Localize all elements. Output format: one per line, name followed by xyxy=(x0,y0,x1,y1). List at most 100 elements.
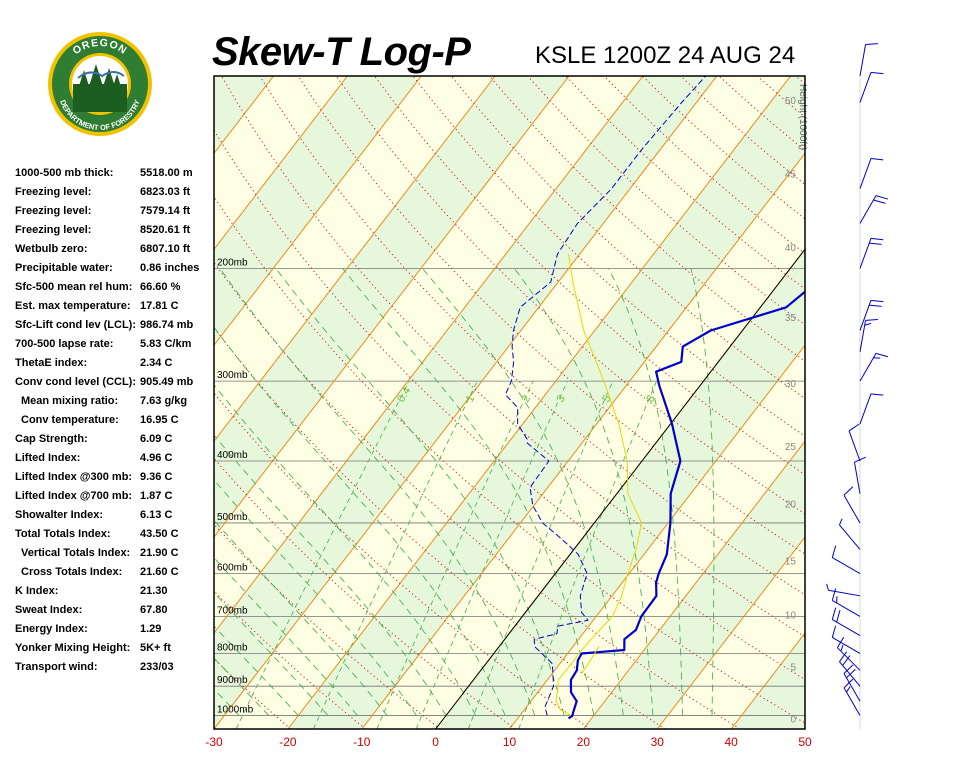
index-row: Mean mixing ratio: 7.63 g/kg xyxy=(15,395,215,414)
index-label: Freezing level: xyxy=(15,186,92,198)
temperature-tick-label: 10 xyxy=(503,735,517,749)
dry-adiabat-line xyxy=(489,76,805,362)
pressure-label: 500mb xyxy=(217,512,248,523)
wind-barb xyxy=(848,430,861,462)
isotherm-line xyxy=(287,76,792,729)
index-label: Lifted Index @300 mb: xyxy=(15,471,133,483)
wind-barb-flag xyxy=(846,668,856,679)
index-value: 66.60 % xyxy=(140,281,181,293)
plot-frame xyxy=(213,75,806,730)
index-value: 6823.03 ft xyxy=(140,186,191,198)
wind-barb-flag xyxy=(839,651,848,662)
wind-barb-flag xyxy=(870,237,884,241)
axis-labels: 200mb 300mb 400mb 500mb 600mb 700mb 800mb 900mb… xyxy=(205,84,812,749)
dry-adiabat-line xyxy=(214,726,216,729)
wind-barb-flag xyxy=(870,393,884,396)
index-label: Precipitable water: xyxy=(15,262,113,274)
height-tick-label: 10 xyxy=(785,610,797,621)
isotherm-line xyxy=(214,76,348,251)
wind-barb-flag xyxy=(838,518,843,526)
dry-adiabat-line xyxy=(795,76,805,85)
wind-barb-flag xyxy=(840,644,844,652)
wind-barb-flag xyxy=(869,242,882,245)
dry-adiabat-line xyxy=(910,76,960,729)
index-row: K Index: 21.30 xyxy=(15,585,215,604)
dry-adiabat-line xyxy=(214,326,666,729)
isotherm-line xyxy=(214,76,570,538)
index-label: Est. max temperature: xyxy=(15,300,131,312)
wind-barb-flag xyxy=(831,625,837,638)
parcel-trace xyxy=(555,254,643,716)
isotherm-line xyxy=(0,76,200,729)
wind-barb xyxy=(859,72,872,103)
index-label: K Index: xyxy=(15,585,59,597)
index-label: Cross Totals Index: xyxy=(21,566,123,578)
wind-barb xyxy=(859,195,877,224)
temperature-band xyxy=(0,76,200,729)
index-label: 700-500 lapse rate: xyxy=(15,338,114,350)
index-value: 1.29 xyxy=(140,623,162,635)
wind-barb-flag xyxy=(865,318,878,321)
wind-barb xyxy=(859,44,867,77)
moist-adiabat-line xyxy=(214,592,329,716)
wind-barb-flag xyxy=(870,158,884,161)
index-row: Lifted Index @300 mb: 9.36 C xyxy=(15,471,215,490)
height-tick-label: 15 xyxy=(785,556,797,567)
index-label: Showalter Index: xyxy=(15,509,104,521)
index-value: 233/03 xyxy=(140,661,174,673)
index-label: ThetaE index: xyxy=(15,357,88,369)
mixing-ratio-line xyxy=(467,380,614,729)
temperature-tick-label: -10 xyxy=(353,735,371,749)
height-tick-label: 35 xyxy=(785,313,797,324)
mixing-ratio-line xyxy=(376,380,534,729)
isotherm-line xyxy=(214,76,644,634)
index-row: Conv temperature: 16.95 C xyxy=(15,414,215,433)
moist-adiabat-line xyxy=(214,688,240,716)
wind-barb-flag xyxy=(836,610,841,623)
pressure-label: 300mb xyxy=(217,370,248,381)
pressure-label: 400mb xyxy=(217,450,248,461)
index-label: Cap Strength: xyxy=(15,433,88,445)
stability-indices-panel: 1000-500 mb thick: 5518.00 m Freezing leve… xyxy=(15,167,215,680)
index-row: Yonker Mixing Height: 5K+ ft xyxy=(15,642,215,661)
temperature-tick-label: 20 xyxy=(577,735,591,749)
index-value: 8520.61 ft xyxy=(140,224,191,236)
index-value: 21.60 C xyxy=(140,566,179,578)
height-tick-label: 25 xyxy=(785,442,797,453)
mixing-ratio-line xyxy=(312,380,478,729)
index-value: 17.81 C xyxy=(140,300,179,312)
mixing-ratio-label: 1 xyxy=(464,393,477,404)
index-row: Est. max temperature: 17.81 C xyxy=(15,300,215,319)
moist-adiabat-line xyxy=(214,625,299,716)
wind-barb xyxy=(843,687,861,716)
dry-adiabat-line xyxy=(214,129,805,680)
dry-adiabat-line xyxy=(214,261,741,729)
moist-adiabat-line xyxy=(0,269,180,716)
temperature-tick-label: 50 xyxy=(798,735,812,749)
dry-adiabat-line xyxy=(214,657,291,729)
index-row: Cap Strength: 6.09 C xyxy=(15,433,215,452)
index-row: Freezing level: 6823.03 ft xyxy=(15,186,215,205)
wind-barb xyxy=(839,524,861,550)
height-tick-label: 5 xyxy=(790,662,796,673)
temperature-tick-label: 30 xyxy=(651,735,665,749)
index-value: 67.80 xyxy=(140,604,168,616)
wind-barb xyxy=(843,494,861,524)
index-row: Sweat Index: 67.80 xyxy=(15,604,215,623)
index-value: 986.74 mb xyxy=(140,319,194,331)
isotherm-line xyxy=(582,440,805,729)
height-axis-label: Height (1000ft) xyxy=(797,84,808,150)
height-tick-label: 40 xyxy=(785,243,797,254)
moist-adiabat-line xyxy=(219,268,536,716)
chart-title: Skew-T Log-P xyxy=(212,30,471,74)
index-value: 6807.10 ft xyxy=(140,243,191,255)
index-row: Showalter Index: 6.13 C xyxy=(15,509,215,528)
wind-barb-flag xyxy=(826,583,829,591)
index-value: 43.50 C xyxy=(140,528,179,540)
index-value: 6.13 C xyxy=(140,509,173,521)
temperature-tick-label: -30 xyxy=(205,735,223,749)
index-value: 5518.00 m xyxy=(140,167,193,179)
index-row: Energy Index: 1.29 xyxy=(15,623,215,642)
dry-adiabat-line xyxy=(221,76,805,638)
wind-barb-flag xyxy=(854,456,866,463)
